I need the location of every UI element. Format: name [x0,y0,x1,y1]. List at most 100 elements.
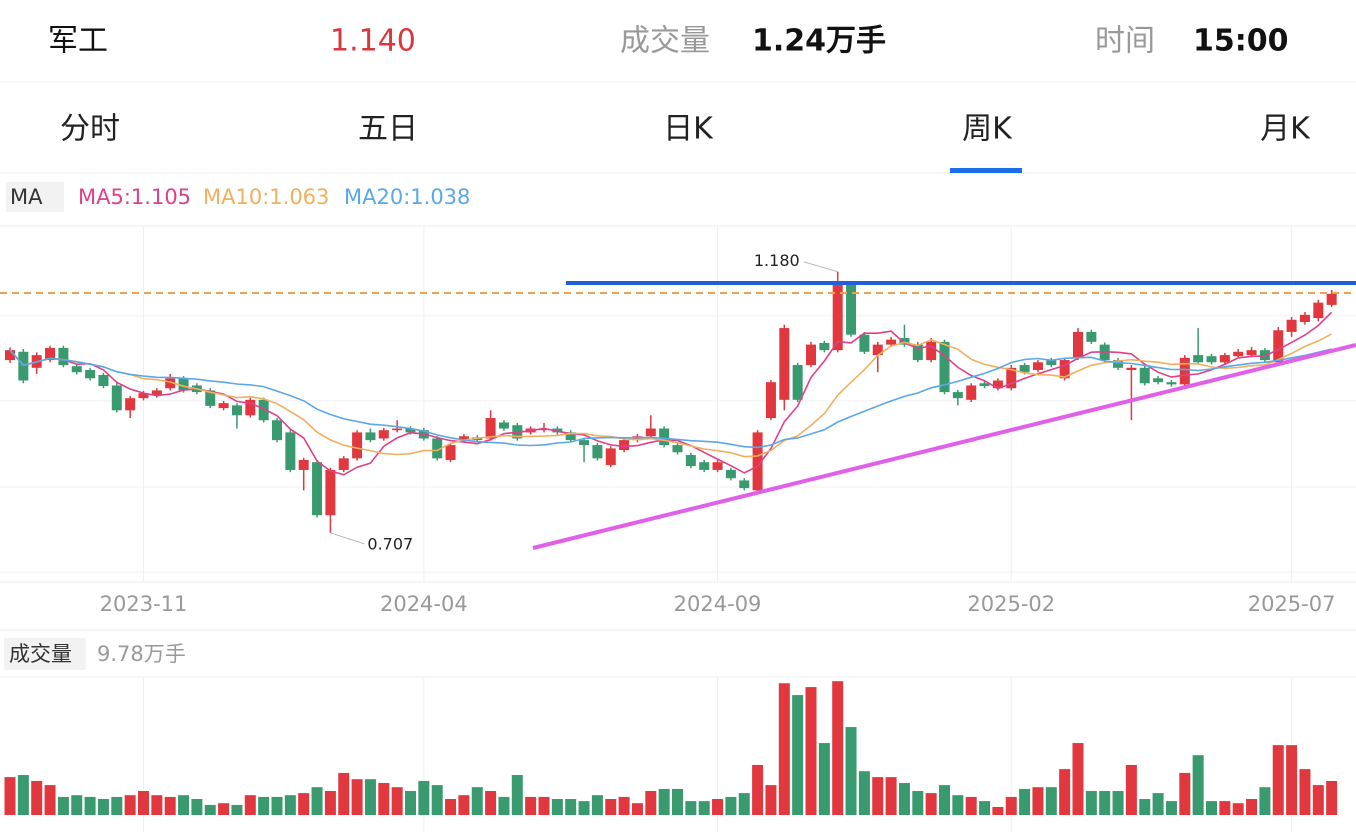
volume-bar [418,780,430,815]
candle-body [1086,331,1097,342]
volume-bar [979,801,991,815]
legend-box [6,182,64,212]
volume-bar [84,796,96,815]
candle-body [552,428,563,433]
tab[interactable]: 分时 [60,112,120,147]
volume-bar [244,795,256,815]
volume-bar [872,777,884,815]
volume-bar [498,796,510,815]
volume-bar [445,799,457,815]
volume-bar [525,796,537,815]
candle-body [672,445,683,453]
volume-bar [645,791,657,815]
volume-bar [885,777,897,815]
leader-line [330,532,365,545]
candle-body [85,370,96,379]
volume-bar [939,785,950,815]
tab[interactable]: 周K [962,112,1013,147]
volume-bar [44,785,56,815]
x-tick-label: 2025-02 [967,592,1055,616]
volume-bar [1246,799,1258,815]
plot: 1.180 0.707 [4,251,1338,815]
volume-bar [1139,799,1151,815]
volume-bar [685,801,697,815]
volume-bar [738,793,750,815]
candle-body [1059,360,1070,379]
active-tab-indicator [950,168,1022,173]
volume-bar [578,801,590,815]
tab[interactable]: 月K [1260,112,1311,147]
candle-body [752,432,763,491]
candle-body [1073,331,1083,358]
volume-bar [298,793,310,815]
x-tick-label: 2024-04 [380,592,468,616]
volume-bar [832,681,844,815]
candle-body [458,436,469,441]
volume-bar [805,687,817,815]
candle-body [565,432,576,441]
volume-bar [204,804,216,815]
volume-bar [965,796,977,815]
candle-body [138,393,149,399]
candle-body [792,365,803,400]
candle-body [1193,355,1204,363]
candle-body [1139,367,1150,384]
candle-body [806,344,816,366]
volume-bar [698,801,710,815]
candle-body [218,403,229,409]
candle-body [1299,314,1310,322]
volume-bar [431,785,443,815]
volume-bar [1192,755,1204,815]
candle-body [832,284,843,351]
ma-legend: MA [10,185,43,209]
volume-bar [17,775,29,815]
candle-body [1126,367,1137,371]
volume-bar [178,795,190,815]
candle-body [71,366,82,373]
candle-body [912,344,923,361]
volume-bar [1152,793,1164,815]
candle-body [258,399,269,421]
candle-body [338,458,349,470]
volume-bar [1085,791,1097,815]
volume-bar [725,796,737,815]
candle-body [685,455,696,467]
candle-body [98,374,109,387]
tab[interactable]: 日K [663,112,714,147]
legend-box [4,638,86,670]
candle-body [18,351,29,381]
candle-body [125,398,136,411]
tab[interactable]: 五日 [358,112,418,147]
candle-body [1219,355,1230,363]
ma-legend: MA20:1.038 [344,185,470,209]
candle-body [819,342,830,351]
leader-line [803,261,838,273]
high-label: 1.180 [754,251,800,270]
candle-body [405,428,416,433]
x-tick-label: 2024-09 [674,592,762,616]
candle-body [45,347,56,361]
volume-bar [952,795,964,815]
candle-body [111,385,122,411]
candle-body [1286,319,1297,332]
candle-body [151,390,162,396]
candle-body [1019,365,1030,373]
ma-legend: MA5:1.105 [78,185,191,209]
volume-bar [778,683,790,815]
volume-bar [57,796,69,815]
candle-body [645,428,656,437]
volume-value: 1.24万手 [752,24,886,59]
volume-bar [1179,772,1191,815]
volume-bar [338,772,350,815]
volume-legend-value: 9.78万手 [97,642,186,666]
volume-bar [752,764,764,815]
candle-body [926,341,937,361]
volume-bar [591,795,603,815]
volume-bar [538,796,550,815]
candle-body [899,337,910,345]
volume-bar [191,799,203,815]
ma-line [9,348,1332,449]
stock-name: 军工 [48,24,108,59]
candle-body [445,445,456,460]
volume-bar [551,799,563,815]
